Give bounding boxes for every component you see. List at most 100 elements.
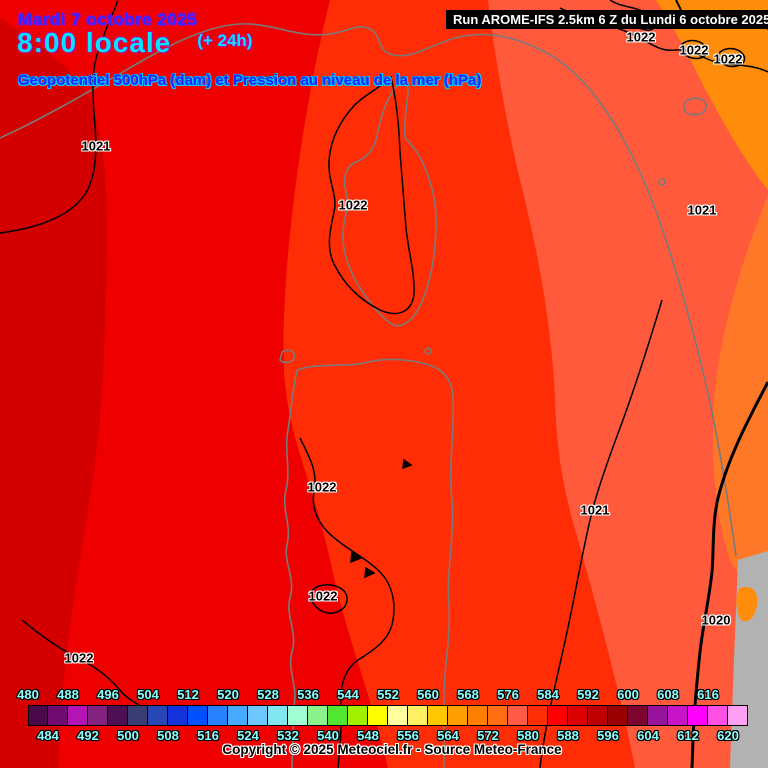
legend-cell-572: [488, 705, 508, 726]
pressure-label: 1022: [308, 588, 338, 604]
forecast-time-value: 8:00 locale: [17, 27, 172, 58]
legend-value-488: 488: [57, 687, 79, 702]
pressure-label: 1022: [626, 29, 656, 45]
legend-cell-528: [268, 705, 288, 726]
pressure-label: 1022: [679, 42, 709, 58]
island-maddalena: [424, 347, 432, 355]
island-elba: [683, 97, 708, 116]
coastline-corsica: [342, 82, 437, 327]
isobar-loop-a: [680, 39, 708, 60]
terrain-mark-b: [364, 566, 376, 579]
legend-value-596: 596: [597, 728, 619, 743]
legend-cell-520: [228, 705, 248, 726]
legend-value-560: 560: [417, 687, 439, 702]
legend-cell-568: [468, 705, 488, 726]
legend-cell-552: [388, 705, 408, 726]
legend-value-516: 516: [197, 728, 219, 743]
legend-value-612: 612: [677, 728, 699, 743]
legend-value-492: 492: [77, 728, 99, 743]
legend-value-504: 504: [137, 687, 159, 702]
pressure-label: 1022: [338, 197, 368, 213]
legend-value-528: 528: [257, 687, 279, 702]
legend-value-556: 556: [397, 728, 419, 743]
legend-value-520: 520: [217, 687, 239, 702]
legend-cell-584: [548, 705, 568, 726]
legend-cell-536: [308, 705, 328, 726]
legend-cell-504: [148, 705, 168, 726]
legend-cell-616: [708, 705, 728, 726]
map-variable-title: Geopotentiel 500hPa (dam) et Pression au…: [18, 72, 482, 89]
model-run-info: Run AROME-IFS 2.5km 6 Z du Lundi 6 octob…: [446, 10, 768, 29]
legend-value-480: 480: [17, 687, 39, 702]
legend-cell-548: [368, 705, 388, 726]
pressure-label: 1021: [687, 202, 717, 218]
legend-cell-620: [728, 705, 748, 726]
legend-value-496: 496: [97, 687, 119, 702]
coastline-france-italy: [0, 23, 737, 557]
legend-value-572: 572: [477, 728, 499, 743]
legend-cell-492: [88, 705, 108, 726]
legend-value-568: 568: [457, 687, 479, 702]
pressure-label: 1022: [307, 479, 337, 495]
forecast-date: Mardi 7 octobre 2025: [18, 10, 198, 29]
coastline-sardinia: [283, 358, 455, 768]
legend-value-512: 512: [177, 687, 199, 702]
legend-value-580: 580: [517, 728, 539, 743]
pressure-label: 1021: [81, 138, 111, 154]
legend-cell-488: [68, 705, 88, 726]
legend-cell-480: [28, 705, 48, 726]
copyright-text: Copyright © 2025 Meteociel.fr - Source M…: [222, 742, 562, 757]
terrain-mark-c: [402, 458, 413, 470]
legend-cell-588: [568, 705, 588, 726]
legend-value-540: 540: [317, 728, 339, 743]
legend-cell-592: [588, 705, 608, 726]
legend-cell-576: [508, 705, 528, 726]
isobar-1022-closed-loop: [310, 584, 348, 614]
terrain-mark-a: [350, 550, 363, 564]
legend-cell-484: [48, 705, 68, 726]
legend-cell-604: [648, 705, 668, 726]
orange-blob-bottom-right: [736, 586, 758, 622]
island-asinara: [279, 349, 296, 364]
pressure-label: 1020: [701, 612, 731, 628]
legend-cell-608: [668, 705, 688, 726]
legend-cell-516: [208, 705, 228, 726]
isobar-1021-west: [0, 0, 119, 234]
legend-cell-508: [168, 705, 188, 726]
legend-cell-564: [448, 705, 468, 726]
band-dark-red: [0, 18, 107, 768]
legend-value-588: 588: [557, 728, 579, 743]
pressure-label: 1022: [64, 650, 94, 666]
forecast-offset: (+ 24h): [197, 31, 253, 50]
legend-value-508: 508: [157, 728, 179, 743]
pressure-label: 1022: [713, 51, 743, 67]
isobar-1022-sardinia: [299, 437, 395, 768]
legend-value-536: 536: [297, 687, 319, 702]
legend-cell-612: [688, 705, 708, 726]
forecast-time: 8:00 locale (+ 24h): [17, 27, 252, 59]
pressure-label: 1021: [580, 502, 610, 518]
legend-value-608: 608: [657, 687, 679, 702]
legend-value-584: 584: [537, 687, 559, 702]
legend-cell-524: [248, 705, 268, 726]
band-tomato: [488, 0, 768, 768]
legend-color-scale: [28, 705, 748, 726]
legend-value-544: 544: [337, 687, 359, 702]
legend-cell-500: [128, 705, 148, 726]
isobar-1020: [690, 381, 768, 768]
legend-value-592: 592: [577, 687, 599, 702]
legend-cell-556: [408, 705, 428, 726]
legend-cell-580: [528, 705, 548, 726]
isobar-loop-b: [717, 47, 746, 68]
legend-cell-544: [348, 705, 368, 726]
legend-cell-596: [608, 705, 628, 726]
legend-cell-600: [628, 705, 648, 726]
band-right-orange: [712, 195, 768, 585]
legend-cell-540: [328, 705, 348, 726]
legend-cell-512: [188, 705, 208, 726]
isobar-1022-corsica: [328, 75, 415, 315]
legend-value-548: 548: [357, 728, 379, 743]
isobar-fragment-b: [675, 0, 682, 11]
